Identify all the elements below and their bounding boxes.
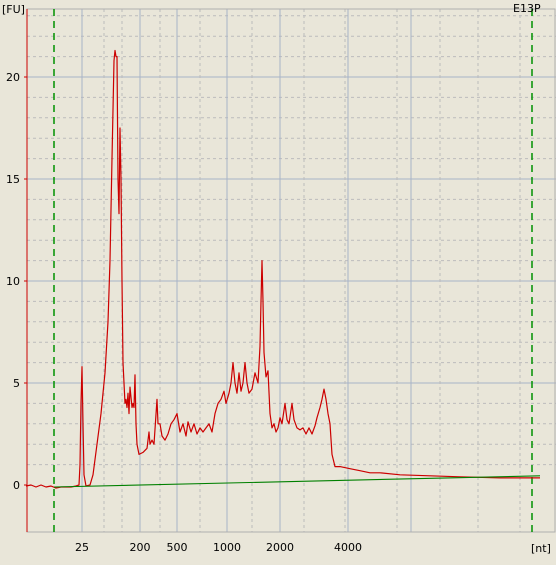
x-axis: 25 200 500 1000 2000 4000	[75, 541, 362, 554]
y-tick-label: 0	[13, 479, 20, 492]
x-tick-label: 500	[167, 541, 188, 554]
y-axis-label: [FU]	[2, 3, 25, 16]
sample-label: E13P	[513, 2, 541, 15]
y-tick-label: 5	[13, 377, 20, 390]
y-axis: 0 5 10 15 20	[6, 71, 27, 492]
y-tick-label: 20	[6, 71, 20, 84]
y-tick-label: 15	[6, 173, 20, 186]
series-lines	[25, 49, 541, 489]
alignment-markers	[53, 9, 533, 532]
x-axis-label: [nt]	[531, 542, 551, 555]
x-tick-label: 200	[130, 541, 151, 554]
x-tick-label: 4000	[334, 541, 362, 554]
y-tick-label: 10	[6, 275, 20, 288]
x-tick-label: 1000	[213, 541, 241, 554]
x-tick-label: 2000	[266, 541, 294, 554]
plot-background	[27, 9, 556, 532]
fluorescence-trace	[25, 49, 540, 489]
baseline-line	[53, 475, 541, 488]
grid	[26, 8, 556, 533]
x-tick-label: 25	[75, 541, 89, 554]
